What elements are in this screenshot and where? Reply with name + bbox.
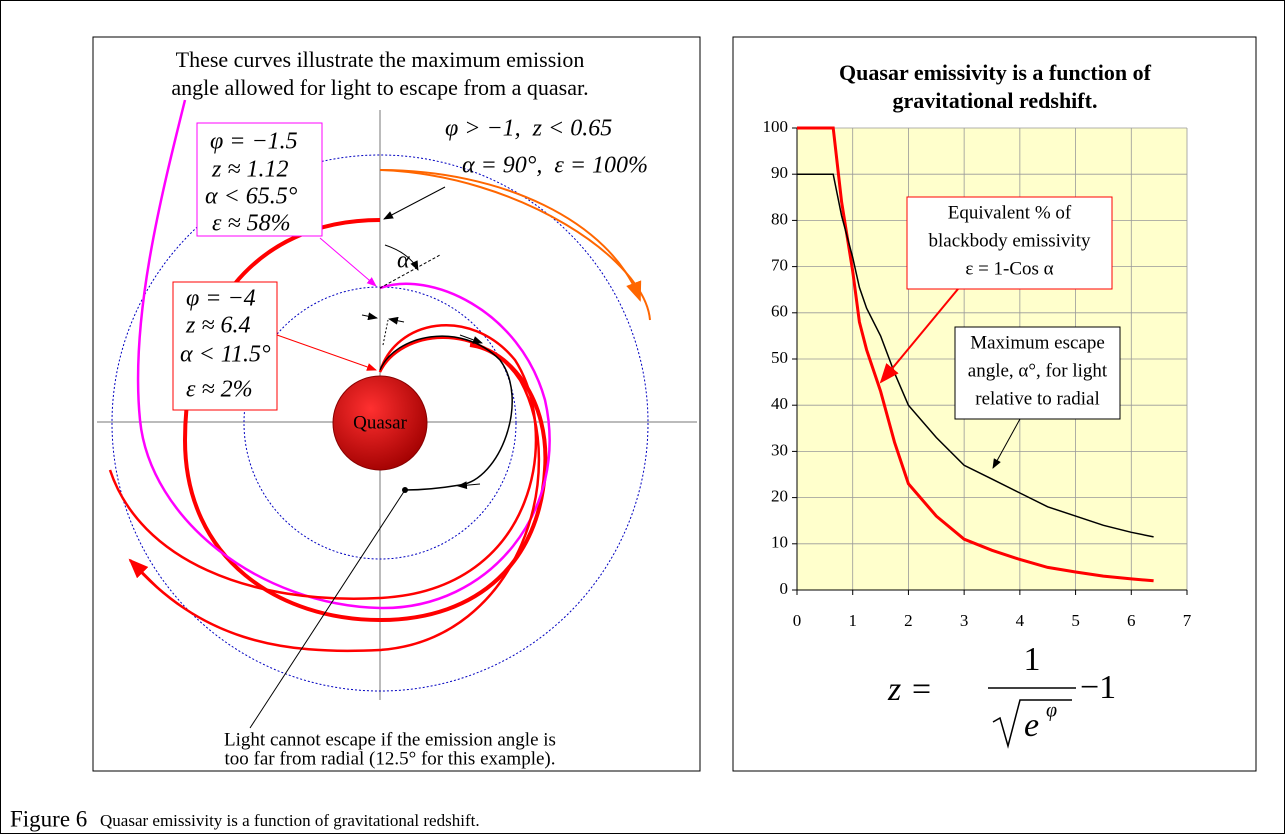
annotation-text: Equivalent % of [948, 202, 1072, 223]
caption-label: Figure 6 [10, 806, 87, 831]
orbit-circle [111, 154, 649, 692]
annotation-arrow [879, 288, 959, 384]
black-curve [379, 335, 513, 491]
box-line: α < 11.5° [180, 342, 271, 368]
y-tick-label: 60 [771, 302, 788, 321]
box-line: ε ≈ 58% [212, 211, 291, 237]
box-line: ε ≈ 2% [186, 377, 253, 403]
box-line: α < 65.5° [205, 184, 298, 210]
x-tick-label: 6 [1127, 611, 1136, 630]
magenta-box [196, 122, 323, 237]
annotation-text: Maximum escape [970, 332, 1105, 353]
diagram-title: These curves illustrate the maximum emis… [176, 47, 585, 72]
chart: Quasar emissivity is a function of gravit… [763, 60, 1192, 749]
x-tick-label: 4 [1016, 611, 1025, 630]
box-line: z ≈ 6.4 [185, 313, 251, 339]
pointer-line [249, 489, 406, 729]
arrow [459, 334, 483, 344]
caption-text: Quasar emissivity is a function of gravi… [100, 811, 480, 830]
annotation-text: angle, α°, for light [968, 360, 1108, 381]
sqrt-sign [992, 699, 1072, 749]
y-tick-label: 70 [771, 256, 788, 275]
emission-line [382, 319, 389, 346]
annotation-text: relative to radial [975, 388, 1100, 409]
y-tick-label: 90 [771, 163, 788, 182]
y-tick-label: 0 [780, 579, 789, 598]
formula: e [1024, 707, 1039, 744]
y-tick-label: 100 [763, 117, 789, 136]
data-line [797, 173, 1154, 538]
arrow [361, 312, 378, 321]
annotation-box [954, 326, 1121, 420]
x-tick-label: 1 [848, 611, 857, 630]
emission-line [379, 254, 441, 289]
note: too far from radial (12.5° for this exam… [224, 748, 555, 769]
annotation-box [906, 196, 1113, 290]
arrow [319, 237, 377, 287]
box-line: φ = −1.5 [210, 129, 298, 155]
x-tick-label: 7 [1183, 611, 1192, 630]
y-tick-label: 50 [771, 348, 788, 367]
formula: φ [1046, 700, 1057, 722]
data-line [797, 126, 1154, 583]
y-tick-label: 80 [771, 209, 788, 228]
annotation-text: ε = 1-Cos α [965, 258, 1053, 279]
quasar-label: Quasar [353, 412, 407, 433]
y-tick-label: 10 [771, 533, 788, 552]
magenta-curve [136, 99, 551, 610]
formula: z = [887, 671, 933, 708]
arrow [276, 334, 377, 371]
arrow [388, 316, 405, 325]
note: Light cannot escape if the emission angl… [224, 729, 556, 750]
arrow [457, 481, 481, 490]
x-tick-label: 5 [1071, 611, 1080, 630]
quasar [332, 375, 428, 471]
annotation-arrow [992, 418, 1021, 469]
formula: 1 [1024, 641, 1041, 678]
red-box [172, 281, 278, 411]
formula: −1 [1080, 669, 1116, 706]
y-tick-label: 20 [771, 487, 788, 506]
angle-label: α [397, 248, 410, 274]
diagram: Quasar α These curves illustrate the max… [92, 36, 701, 772]
orange-curve [379, 169, 651, 321]
angle-arc [384, 244, 419, 271]
red-spiral [129, 336, 541, 653]
chart-title: Quasar emissivity is a function of [839, 60, 1152, 85]
x-tick-label: 0 [793, 611, 802, 630]
annotation-text: blackbody emissivity [928, 230, 1091, 251]
top-label: φ > −1, z < 0.65 [445, 116, 612, 142]
box-line: φ = −4 [186, 286, 256, 312]
chart-title: gravitational redshift. [893, 88, 1098, 113]
x-tick-label: 2 [904, 611, 913, 630]
arrow [383, 186, 446, 220]
x-tick-label: 3 [960, 611, 969, 630]
top-label: α = 90°, ε = 100% [462, 153, 648, 179]
arrow [128, 558, 161, 591]
red-spiral [108, 324, 538, 600]
y-tick-label: 40 [771, 394, 788, 413]
y-tick-label: 30 [771, 440, 788, 459]
box-line: z ≈ 1.12 [211, 157, 289, 183]
diagram-title: angle allowed for light to escape from a… [171, 75, 588, 100]
